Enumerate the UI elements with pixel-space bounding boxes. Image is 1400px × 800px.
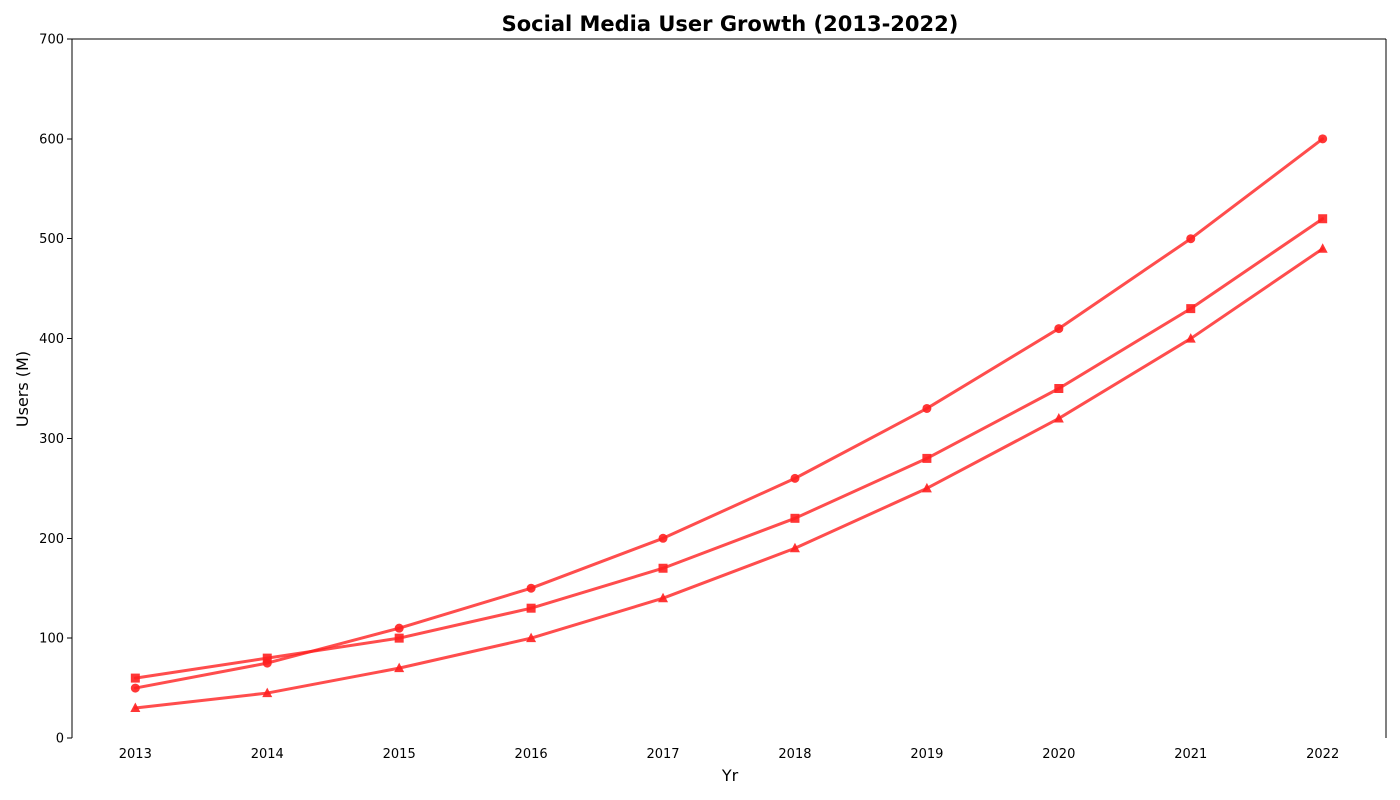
series-line — [133, 137, 1325, 690]
data-point — [1186, 234, 1196, 244]
data-point — [394, 633, 404, 643]
data-point — [1054, 324, 1064, 334]
x-tick-label: 2015 — [383, 747, 416, 762]
x-axis-label: Yr — [721, 766, 739, 785]
x-tick-label: 2018 — [778, 747, 811, 762]
data-point — [526, 583, 536, 593]
y-tick-label: 400 — [39, 332, 64, 347]
data-point — [1186, 304, 1196, 314]
data-point — [790, 513, 800, 523]
data-point — [262, 653, 272, 663]
data-point — [1317, 243, 1328, 253]
x-tick-label: 2019 — [910, 747, 943, 762]
data-point — [526, 603, 536, 613]
chart-title: Social Media User Growth (2013-2022) — [502, 12, 959, 36]
x-tick-label: 2016 — [515, 747, 548, 762]
data-point — [922, 403, 932, 413]
y-tick-label: 200 — [39, 532, 64, 547]
data-point — [1054, 384, 1064, 393]
x-tick-label: 2017 — [646, 747, 679, 762]
data-point — [658, 592, 669, 603]
x-tick-label: 2020 — [1042, 747, 1075, 762]
x-tick-label: 2022 — [1306, 747, 1339, 762]
data-point — [526, 632, 537, 643]
y-tick-label: 300 — [39, 432, 64, 447]
x-tick-label: 2014 — [251, 747, 284, 762]
data-point — [1318, 134, 1328, 144]
tick-labels: 0 100 200 300 400 500 600 700 2013 2014 2015 2016 20… — [39, 33, 1339, 763]
y-tick-label: 0 — [56, 732, 64, 747]
data-point — [130, 673, 140, 683]
y-tick-label: 100 — [39, 632, 64, 647]
series-3 — [130, 243, 1328, 713]
data-point — [658, 533, 668, 543]
data-point — [1318, 214, 1328, 224]
series-2 — [130, 214, 1328, 683]
data-point — [1053, 412, 1064, 423]
x-tick-label: 2021 — [1174, 747, 1207, 762]
data-point — [790, 473, 800, 483]
series-1 — [130, 134, 1328, 693]
y-axis-label: Users (M) — [13, 351, 32, 427]
y-tick-label: 600 — [39, 132, 64, 147]
axes — [71, 38, 1387, 738]
y-tick-label: 500 — [39, 232, 64, 247]
data-point — [394, 662, 405, 673]
data-point — [658, 563, 668, 573]
series-line — [133, 217, 1325, 680]
data-point — [130, 683, 140, 693]
data-point — [394, 623, 404, 633]
data-point — [1185, 333, 1196, 343]
data-point — [262, 687, 273, 698]
data-point — [789, 542, 800, 553]
series-layer — [130, 134, 1328, 713]
data-point — [130, 702, 141, 713]
x-tick-label: 2013 — [119, 747, 152, 762]
series-line — [133, 247, 1325, 710]
data-point — [922, 453, 932, 463]
data-point — [921, 482, 932, 493]
y-tick-label: 700 — [39, 33, 64, 48]
